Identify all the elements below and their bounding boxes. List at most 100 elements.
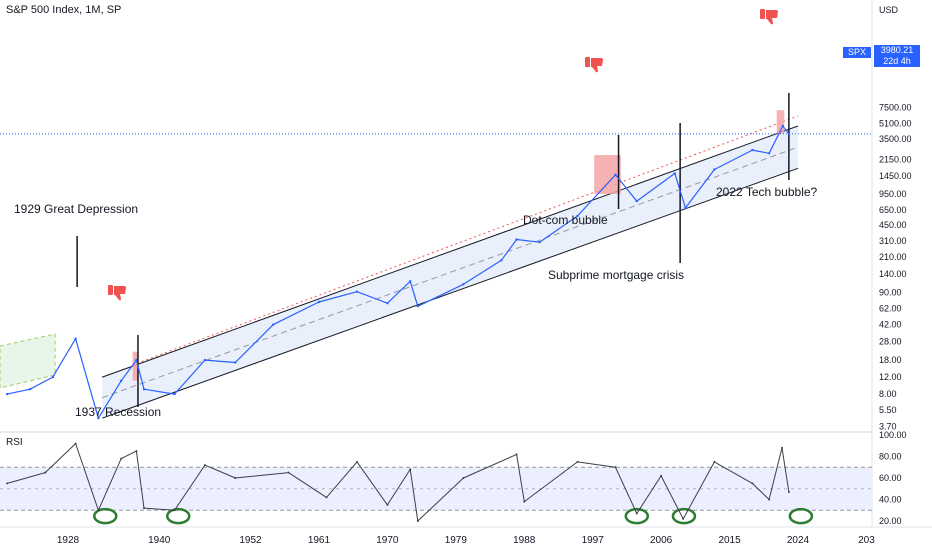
time-tick-label: 2024 (787, 535, 810, 546)
price-point (500, 259, 503, 262)
bubble-bar-2000 (594, 155, 621, 194)
rsi-point (409, 468, 412, 471)
price-point (317, 300, 321, 304)
price-point (767, 152, 771, 155)
price-tick-label: 310.00 (879, 236, 907, 246)
price-point (515, 238, 518, 241)
rsi-point (386, 503, 389, 506)
thumbs-down-icon (585, 56, 607, 74)
price-tick-label: 650.00 (879, 205, 907, 215)
oversold-circle (93, 507, 118, 525)
time-tick-label: 1988 (513, 535, 536, 546)
price-point (787, 132, 791, 136)
price-point (462, 283, 465, 286)
price-point (234, 361, 237, 364)
last-price-box: 3980.21 22d 4h (874, 45, 920, 67)
rsi-point (462, 477, 465, 479)
channel-mid-line (102, 146, 799, 399)
rsi-point (576, 460, 579, 463)
price-tick-label: 5100.00 (879, 118, 912, 128)
price-point (51, 375, 54, 379)
price-point (416, 305, 419, 308)
price-tick-label: 950.00 (879, 189, 907, 199)
price-tick-label: 28.00 (879, 337, 902, 347)
price-tick-label: 90.00 (879, 288, 902, 298)
price-axis-unit: USD (879, 5, 899, 15)
channel-lower-line (102, 167, 799, 419)
rsi-point (287, 471, 290, 474)
oversold-circle (624, 507, 650, 525)
rsi-axis: 100.00 80.00 60.00 40.00 20.00 (879, 430, 907, 526)
price-tick-label: 450.00 (879, 220, 907, 230)
bubble-bar-2022 (776, 110, 785, 134)
price-tick-label: 210.00 (879, 252, 907, 262)
regression-channel (102, 126, 798, 419)
price-point (538, 241, 541, 244)
price-point (120, 379, 123, 382)
rsi-point (203, 464, 206, 467)
time-tick-label: 2006 (650, 535, 673, 546)
price-tick-label: 42.00 (879, 320, 902, 330)
time-tick-label: 1952 (239, 535, 262, 546)
rsi-point (781, 446, 783, 449)
price-point (576, 214, 579, 218)
rsi-point (660, 474, 663, 477)
rsi-point (416, 520, 419, 522)
rsi-tick-label: 40.00 (879, 495, 902, 505)
bar-countdown: 22d 4h (883, 56, 911, 66)
symbol-badge: SPX (843, 47, 871, 58)
rsi-point (120, 457, 123, 460)
price-point (781, 124, 784, 128)
price-point (751, 148, 754, 152)
time-tick-label: 1928 (57, 535, 80, 546)
rsi-point (234, 477, 237, 479)
time-tick-label: 1970 (376, 535, 399, 546)
rsi-point (523, 500, 526, 503)
last-price: 3980.21 (880, 45, 914, 55)
price-tick-label: 2150.00 (879, 155, 912, 165)
rsi-point (768, 498, 771, 501)
price-point (173, 392, 176, 396)
time-tick-label: 1961 (308, 535, 331, 546)
time-axis: 1928 1940 1952 1961 1970 1979 1988 1997 2006 2015… (57, 535, 875, 546)
time-tick-label: 2015 (718, 535, 741, 546)
price-point (713, 168, 716, 171)
price-point (28, 388, 32, 391)
price-tick-label: 7500.00 (879, 102, 912, 112)
price-point (673, 172, 676, 175)
rsi-point (135, 450, 138, 453)
rsi-point (6, 482, 9, 485)
chart-marks (6, 124, 791, 522)
chart-decorations (0, 0, 932, 528)
rsi-tick-label: 60.00 (879, 473, 902, 483)
price-point (203, 358, 207, 362)
price-point (97, 417, 100, 420)
annotation-tech-bubble: 2022 Tech bubble? (716, 185, 818, 199)
oversold-circle (671, 507, 697, 525)
thumbs-down-icon (760, 8, 782, 26)
annotation-dotcom: Dot-com bubble (523, 213, 608, 227)
price-tick-label: 3.70 (879, 421, 897, 431)
rsi-tick-label: 80.00 (879, 452, 902, 462)
bubble-bar-1937 (132, 351, 139, 381)
rsi-point (713, 460, 716, 463)
rsi-point (751, 482, 754, 485)
rsi-point (97, 509, 100, 512)
price-point (635, 199, 638, 203)
price-point (272, 323, 275, 326)
price-point (355, 290, 359, 293)
price-tick-label: 140.00 (879, 269, 907, 279)
rsi-point (682, 517, 685, 520)
time-tick-label: 1979 (445, 535, 468, 546)
price-tick-label: 12.00 (879, 372, 902, 382)
rsi-pane-title: RSI (6, 437, 23, 448)
rsi-point (173, 509, 176, 512)
rsi-point (44, 471, 47, 474)
price-tick-label: 5.50 (879, 405, 897, 415)
price-point (142, 388, 146, 391)
channel-outer-dotted-line (132, 115, 799, 366)
price-point (135, 358, 138, 362)
annotation-recession: 1937 Recession (75, 405, 162, 419)
rsi-point (143, 507, 145, 510)
rsi-point (515, 453, 518, 456)
